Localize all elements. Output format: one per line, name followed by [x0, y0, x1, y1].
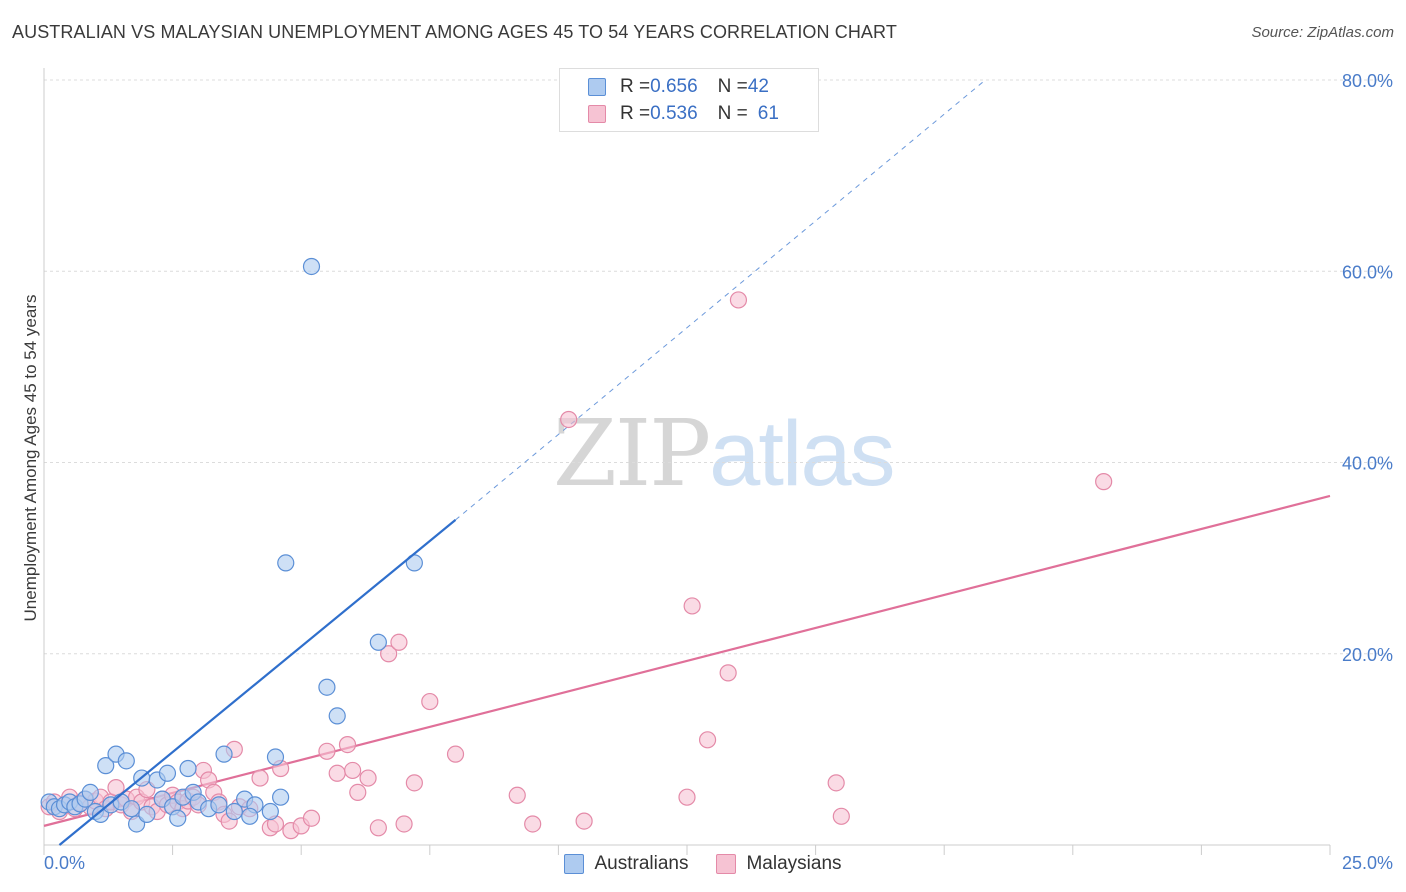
legend-row-malaysians: R = 0.536 N = 61	[588, 102, 779, 126]
malaysians-r-label: R =	[620, 103, 651, 124]
malaysians-point	[1095, 473, 1113, 491]
australians-point	[81, 783, 99, 802]
australians-r-label: R =	[620, 76, 651, 97]
malaysians-point	[302, 809, 321, 827]
y-tick-label: 60.0%	[1342, 262, 1393, 282]
watermark-atlas: atlas	[709, 403, 895, 505]
malaysians-trend-line	[43, 494, 1331, 827]
correlation-legend: R = 0.656 N = 42 R = 0.536 N = 61	[559, 68, 819, 132]
malaysians-point	[328, 764, 346, 782]
australians-trend-line	[58, 519, 457, 846]
australians-point	[225, 802, 243, 821]
malaysians-point	[729, 291, 748, 309]
malaysians-point	[683, 597, 701, 615]
malaysians-legend-label: Malaysians	[746, 853, 842, 874]
australians-point	[138, 805, 156, 824]
australians-legend-swatch	[564, 854, 585, 874]
x-tick-label: 0.0%	[44, 853, 85, 873]
y-tick-label: 80.0%	[1342, 71, 1393, 91]
australians-point	[158, 764, 177, 782]
trend-lines	[43, 79, 1331, 827]
grid-lines	[44, 79, 1394, 655]
legend-row-australians: R = 0.656 N = 42	[588, 75, 769, 99]
source-label: Source: ZipAtlas.com	[1251, 24, 1394, 41]
malaysians-point	[359, 769, 377, 787]
legend-item-malaysians[interactable]: Malaysians	[716, 853, 842, 875]
australians-point	[369, 633, 387, 651]
malaysians-legend-swatch	[716, 854, 737, 874]
malaysians-point	[369, 819, 387, 837]
australians-point	[266, 748, 285, 766]
y-tick-label: 20.0%	[1342, 645, 1393, 665]
malaysians-swatch	[588, 105, 606, 123]
australians-point	[277, 554, 295, 572]
malaysians-point	[405, 774, 423, 792]
malaysians-point	[395, 815, 413, 833]
y-axis-label: Unemployment Among Ages 45 to 54 years	[21, 295, 40, 622]
malaysians-point	[560, 410, 578, 429]
malaysians-point	[344, 761, 362, 780]
malaysians-point	[338, 735, 357, 754]
malaysians-points	[40, 291, 1113, 840]
australians-trend-extension	[455, 79, 986, 521]
australians-point	[210, 796, 228, 814]
legend-item-australians[interactable]: Australians	[564, 853, 688, 875]
tick-labels: 20.0% 40.0% 60.0% 80.0% 0.0% 25.0%	[44, 71, 1393, 873]
malaysians-point	[827, 774, 845, 792]
australians-point	[179, 759, 197, 778]
malaysians-point	[380, 645, 398, 663]
x-tick-label: 25.0%	[1342, 853, 1393, 873]
australians-point	[261, 802, 279, 821]
malaysians-point	[349, 783, 367, 802]
chart-title: AUSTRALIAN VS MALAYSIAN UNEMPLOYMENT AMO…	[12, 22, 897, 42]
australians-point	[215, 745, 233, 763]
malaysians-point	[678, 788, 696, 806]
malaysians-point	[508, 786, 526, 804]
australians-point	[117, 752, 135, 770]
malaysians-point	[719, 664, 737, 682]
malaysians-point	[524, 815, 542, 833]
australians-point	[272, 788, 290, 806]
malaysians-point	[251, 769, 269, 787]
watermark: ZIPatlas	[553, 400, 896, 507]
malaysians-n-label: N =	[717, 103, 748, 124]
malaysians-point	[421, 692, 439, 711]
malaysians-point	[446, 745, 465, 763]
australians-legend-label: Australians	[594, 853, 689, 874]
australians-points	[40, 257, 457, 846]
watermark-zip: ZIP	[553, 400, 711, 507]
australians-n-value: 42	[747, 76, 769, 97]
malaysians-point	[575, 812, 593, 830]
australians-point	[318, 678, 336, 696]
axes	[43, 68, 1331, 855]
australians-point	[97, 757, 115, 775]
malaysians-point	[698, 731, 717, 749]
australians-point	[328, 707, 346, 725]
australians-n-label: N =	[717, 76, 748, 97]
malaysians-point	[318, 742, 336, 760]
australians-point	[169, 809, 187, 827]
malaysians-point	[832, 807, 850, 825]
australians-r-value: 0.656	[650, 76, 698, 97]
australians-point	[302, 257, 321, 276]
australians-point	[122, 800, 141, 818]
australians-point	[241, 807, 259, 825]
malaysians-r-value: 0.536	[650, 103, 698, 124]
malaysians-n-value: 61	[757, 103, 779, 124]
y-tick-label: 40.0%	[1342, 454, 1393, 474]
series-legend: Australians Malaysians	[0, 852, 1406, 876]
australians-swatch	[588, 78, 606, 96]
malaysians-point	[390, 633, 408, 651]
